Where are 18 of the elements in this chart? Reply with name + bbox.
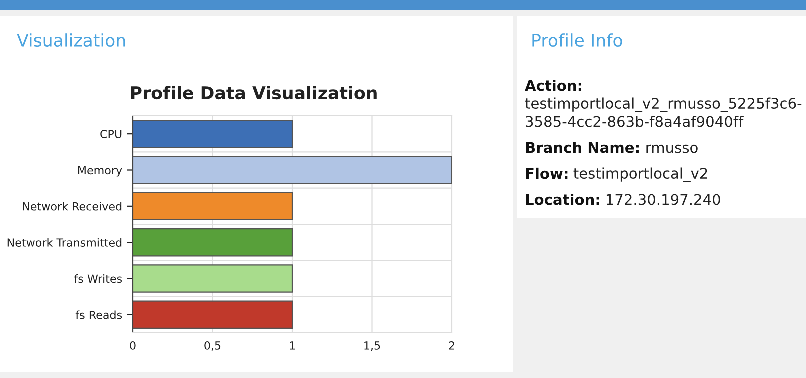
x-tick-label: 0,5	[204, 342, 221, 352]
x-tick-label: 1,5	[364, 342, 380, 352]
y-tick-label: CPU	[100, 130, 122, 138]
chart-title: Profile Data Visualization	[131, 86, 377, 100]
text: Visualization	[17, 34, 126, 48]
y-tick-label: fs Reads	[76, 310, 122, 320]
y-tick-label: Network Received	[23, 202, 122, 211]
x-tick-label: 0	[130, 342, 136, 350]
x-tick-label: 2	[449, 342, 454, 350]
y-tick-label: fs Writes	[74, 274, 122, 284]
text: Branch Name: rmusso	[526, 142, 698, 154]
text: Flow: testimportlocal_v2	[526, 168, 708, 182]
y-tick-label: Network Transmitted	[8, 238, 122, 247]
text: Profile Info	[532, 34, 622, 48]
text: Location: 172.30.197.240	[526, 194, 720, 206]
text: Action: testimportlocal_v2_rmusso_5225f3c6-3585-4cc2-863b-f8a4af9040ff	[525, 80, 802, 128]
y-tick-label: Memory	[78, 166, 122, 177]
x-tick-label: 1	[290, 342, 296, 350]
